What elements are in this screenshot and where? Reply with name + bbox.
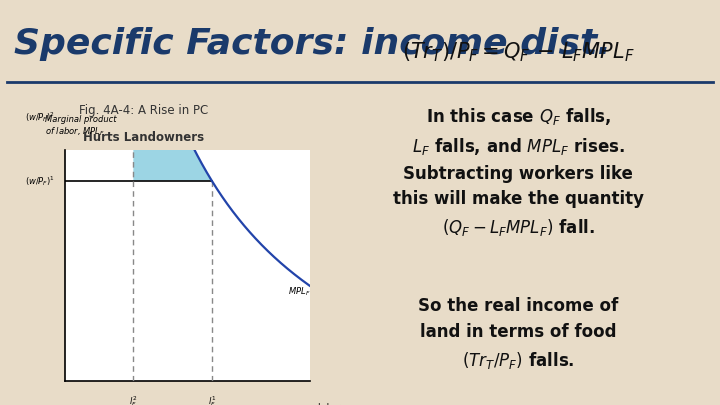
Text: Hurts Landowners: Hurts Landowners [84,131,204,144]
Polygon shape [133,117,212,181]
Text: MPL$_F$: MPL$_F$ [287,286,310,298]
Text: $(Tr_T)/P_F = Q_F\,-\,L_FMPL_F$: $(Tr_T)/P_F = Q_F\,-\,L_FMPL_F$ [402,41,635,64]
Text: $l_F^1$: $l_F^1$ [207,394,216,405]
Text: In this case $Q_F$ falls,
$L_F$ falls, and $MPL_F$ rises.
Subtracting workers li: In this case $Q_F$ falls, $L_F$ falls, a… [393,106,644,238]
Text: $(w/P_F)^1$: $(w/P_F)^1$ [25,174,55,188]
Text: Specific Factors: income dist.: Specific Factors: income dist. [14,27,611,61]
Text: Fig. 4A-4: A Rise in PC: Fig. 4A-4: A Rise in PC [79,104,209,117]
Text: Marginal product
of labor, $MPL_F$: Marginal product of labor, $MPL_F$ [45,115,117,139]
Text: $(w/P_F)^2$: $(w/P_F)^2$ [25,110,55,124]
Text: Labor
input, $L_F$: Labor input, $L_F$ [311,403,348,405]
Text: Decline in landowners'
income: Decline in landowners' income [0,404,1,405]
Text: $l_F^2$: $l_F^2$ [130,394,138,405]
Text: So the real income of
land in terms of food
$(Tr_T/P_F)$ falls.: So the real income of land in terms of f… [418,297,618,371]
